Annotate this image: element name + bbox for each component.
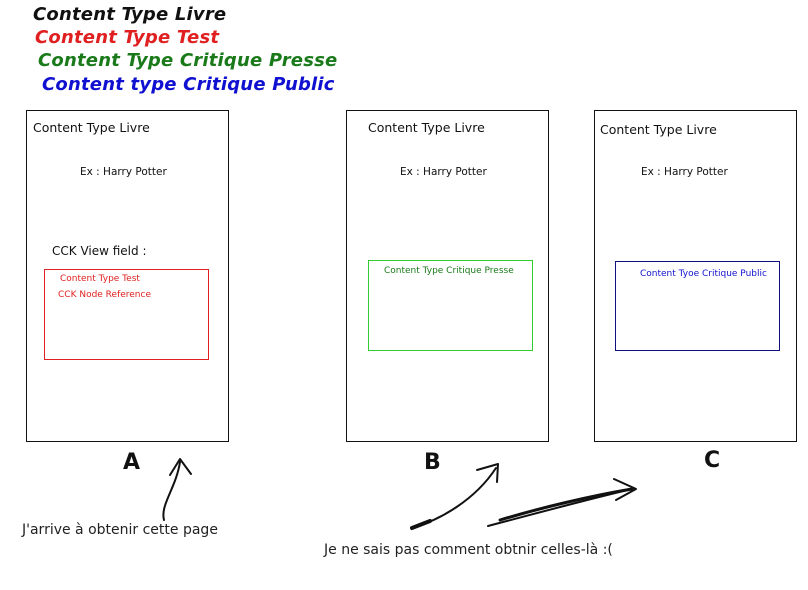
legend-critique-public: Content type Critique Public: [42, 74, 335, 95]
panel-c-inner-line1: Content Tyoe Critique Public: [640, 269, 767, 279]
arrow-to-c: [487, 488, 633, 527]
legend-test: Content Type Test: [35, 27, 220, 48]
panel-b-title: Content Type Livre: [368, 120, 485, 135]
arrow-to-b-tail: [410, 519, 432, 530]
caption-right: Je ne sais pas comment obtnir celles-là …: [324, 542, 613, 558]
arrow-to-a-head: [169, 458, 192, 476]
arrow-to-b: [411, 467, 497, 529]
panel-a-inner-box: Content Type Test CCK Node Reference: [44, 269, 209, 360]
panel-a-title: Content Type Livre: [33, 120, 150, 135]
arrow-to-b-head: [476, 463, 499, 483]
caption-left: J'arrive à obtenir cette page: [22, 522, 218, 538]
panel-c-title: Content Type Livre: [600, 122, 717, 137]
panel-c-inner-box: Content Tyoe Critique Public: [615, 261, 780, 351]
panel-a-inner-line2: CCK Node Reference: [58, 290, 152, 300]
panel-a-inner-line1: Content Type Test: [60, 274, 140, 284]
arrow-to-c-head: [613, 478, 637, 501]
legend-critique-presse: Content Type Critique Presse: [38, 50, 338, 71]
panel-b-example: Ex : Harry Potter: [400, 166, 487, 178]
panel-a-cck-label: CCK View field :: [52, 244, 147, 258]
letter-a: A: [123, 450, 141, 475]
letter-c: C: [704, 448, 721, 473]
letter-b: B: [424, 450, 441, 475]
panel-b: Content Type Livre Ex : Harry Potter Con…: [346, 110, 549, 442]
panel-b-inner-box: Content Type Critique Presse: [368, 260, 533, 351]
panel-b-inner-line1: Content Type Critique Presse: [384, 266, 514, 276]
panel-c: Content Type Livre Ex : Harry Potter Con…: [594, 110, 797, 442]
panel-a: Content Type Livre Ex : Harry Potter CCK…: [26, 110, 229, 442]
arrow-to-a: [162, 461, 181, 521]
legend-livre: Content Type Livre: [33, 4, 227, 25]
arrow-to-c-body: [498, 487, 634, 522]
panel-c-example: Ex : Harry Potter: [641, 166, 728, 178]
panel-a-example: Ex : Harry Potter: [80, 166, 167, 178]
